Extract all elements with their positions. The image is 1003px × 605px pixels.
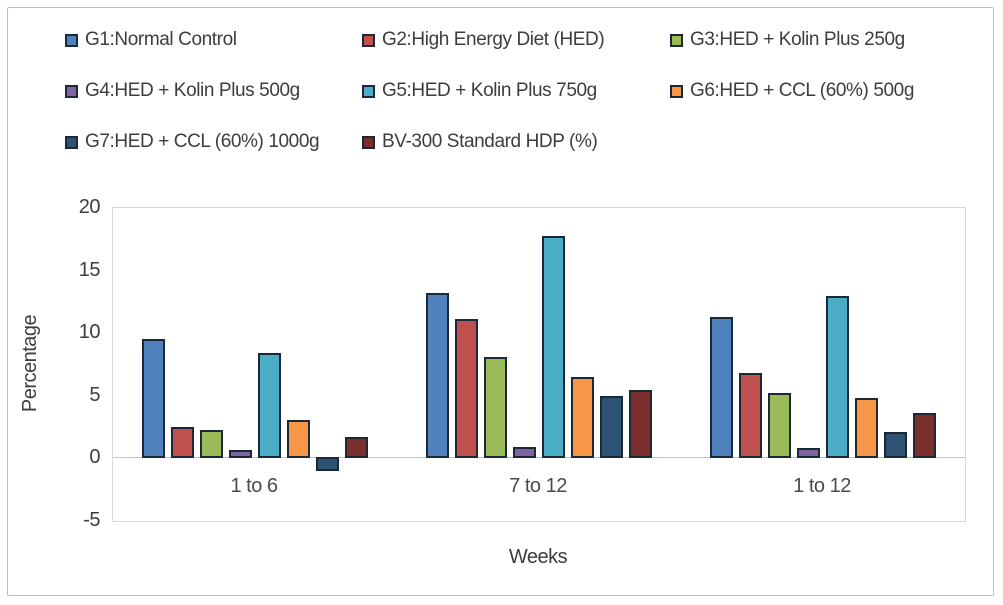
bar: [258, 353, 281, 459]
bar: [200, 429, 223, 459]
legend-item: G4:HED + Kolin Plus 500g: [65, 76, 362, 106]
legend-item: G1:Normal Control: [65, 25, 362, 55]
legend-item: BV-300 Standard HDP (%): [362, 127, 670, 157]
legend-swatch-icon: [65, 135, 78, 149]
y-axis-tick-label: -5: [83, 509, 100, 531]
legend-label: G7:HED + CCL (60%) 1000g: [85, 131, 320, 152]
legend-item: G2:High Energy Diet (HED): [362, 25, 670, 55]
bar: [229, 449, 252, 459]
legend-swatch-icon: [65, 84, 78, 98]
plot-area: [112, 207, 966, 522]
legend-label: G4:HED + Kolin Plus 500g: [85, 80, 300, 101]
bar: [600, 395, 623, 459]
legend-label: BV-300 Standard HDP (%): [382, 131, 598, 152]
legend-label: G6:HED + CCL (60%) 500g: [690, 80, 915, 101]
legend-label: G2:High Energy Diet (HED): [382, 29, 605, 50]
y-axis-tick-label: 10: [78, 321, 101, 344]
legend-item: G6:HED + CCL (60%) 500g: [670, 76, 993, 106]
bar: [768, 393, 791, 459]
legend-swatch-icon: [362, 33, 375, 47]
bar: [171, 427, 194, 459]
legend-swatch-icon: [670, 84, 683, 98]
bar: [855, 398, 878, 459]
bar: [826, 295, 849, 459]
bar: [542, 235, 565, 459]
bar: [345, 437, 368, 459]
legend-label: G3:HED + Kolin Plus 250g: [690, 29, 905, 50]
y-axis-tick-label: 0: [89, 446, 100, 469]
bar: [797, 448, 820, 459]
x-axis-category-label: 7 to 12: [509, 475, 567, 498]
zero-axis-line: [113, 457, 965, 459]
bar: [455, 319, 478, 459]
bar: [884, 432, 907, 459]
x-axis-category-label: 1 to 6: [230, 475, 278, 498]
legend-item: G7:HED + CCL (60%) 1000g: [65, 127, 362, 157]
y-axis-tick-label: 20: [78, 196, 101, 218]
x-axis-title: Weeks: [508, 546, 568, 568]
legend-swatch-icon: [362, 135, 375, 149]
legend-swatch-icon: [65, 33, 78, 47]
bar: [571, 377, 594, 459]
legend-item: G5:HED + Kolin Plus 750g: [362, 76, 670, 106]
bar: [739, 373, 762, 459]
legend-label: G5:HED + Kolin Plus 750g: [382, 80, 597, 101]
y-axis-title: Percentage: [16, 207, 46, 520]
legend-label: G1:Normal Control: [85, 29, 237, 50]
legend-swatch-icon: [670, 33, 683, 47]
y-axis-tick-label: 5: [89, 383, 100, 406]
chart-legend: G1:Normal Control G2:High Energy Diet (HE…: [8, 8, 993, 157]
bar: [142, 339, 165, 459]
x-axis-category-label: 1 to 12: [793, 475, 851, 498]
bar: [629, 389, 652, 459]
legend-item: G3:HED + Kolin Plus 250g: [670, 25, 993, 55]
bar: [913, 413, 936, 459]
bar: [513, 447, 536, 459]
bar: [484, 356, 507, 459]
bar: [287, 419, 310, 459]
y-axis-tick-label: 15: [78, 258, 101, 281]
bar: [710, 316, 733, 459]
chart-frame: G1:Normal Control G2:High Energy Diet (HE…: [7, 7, 994, 596]
bar: [316, 457, 339, 472]
bar: [426, 293, 449, 459]
legend-swatch-icon: [362, 84, 375, 98]
